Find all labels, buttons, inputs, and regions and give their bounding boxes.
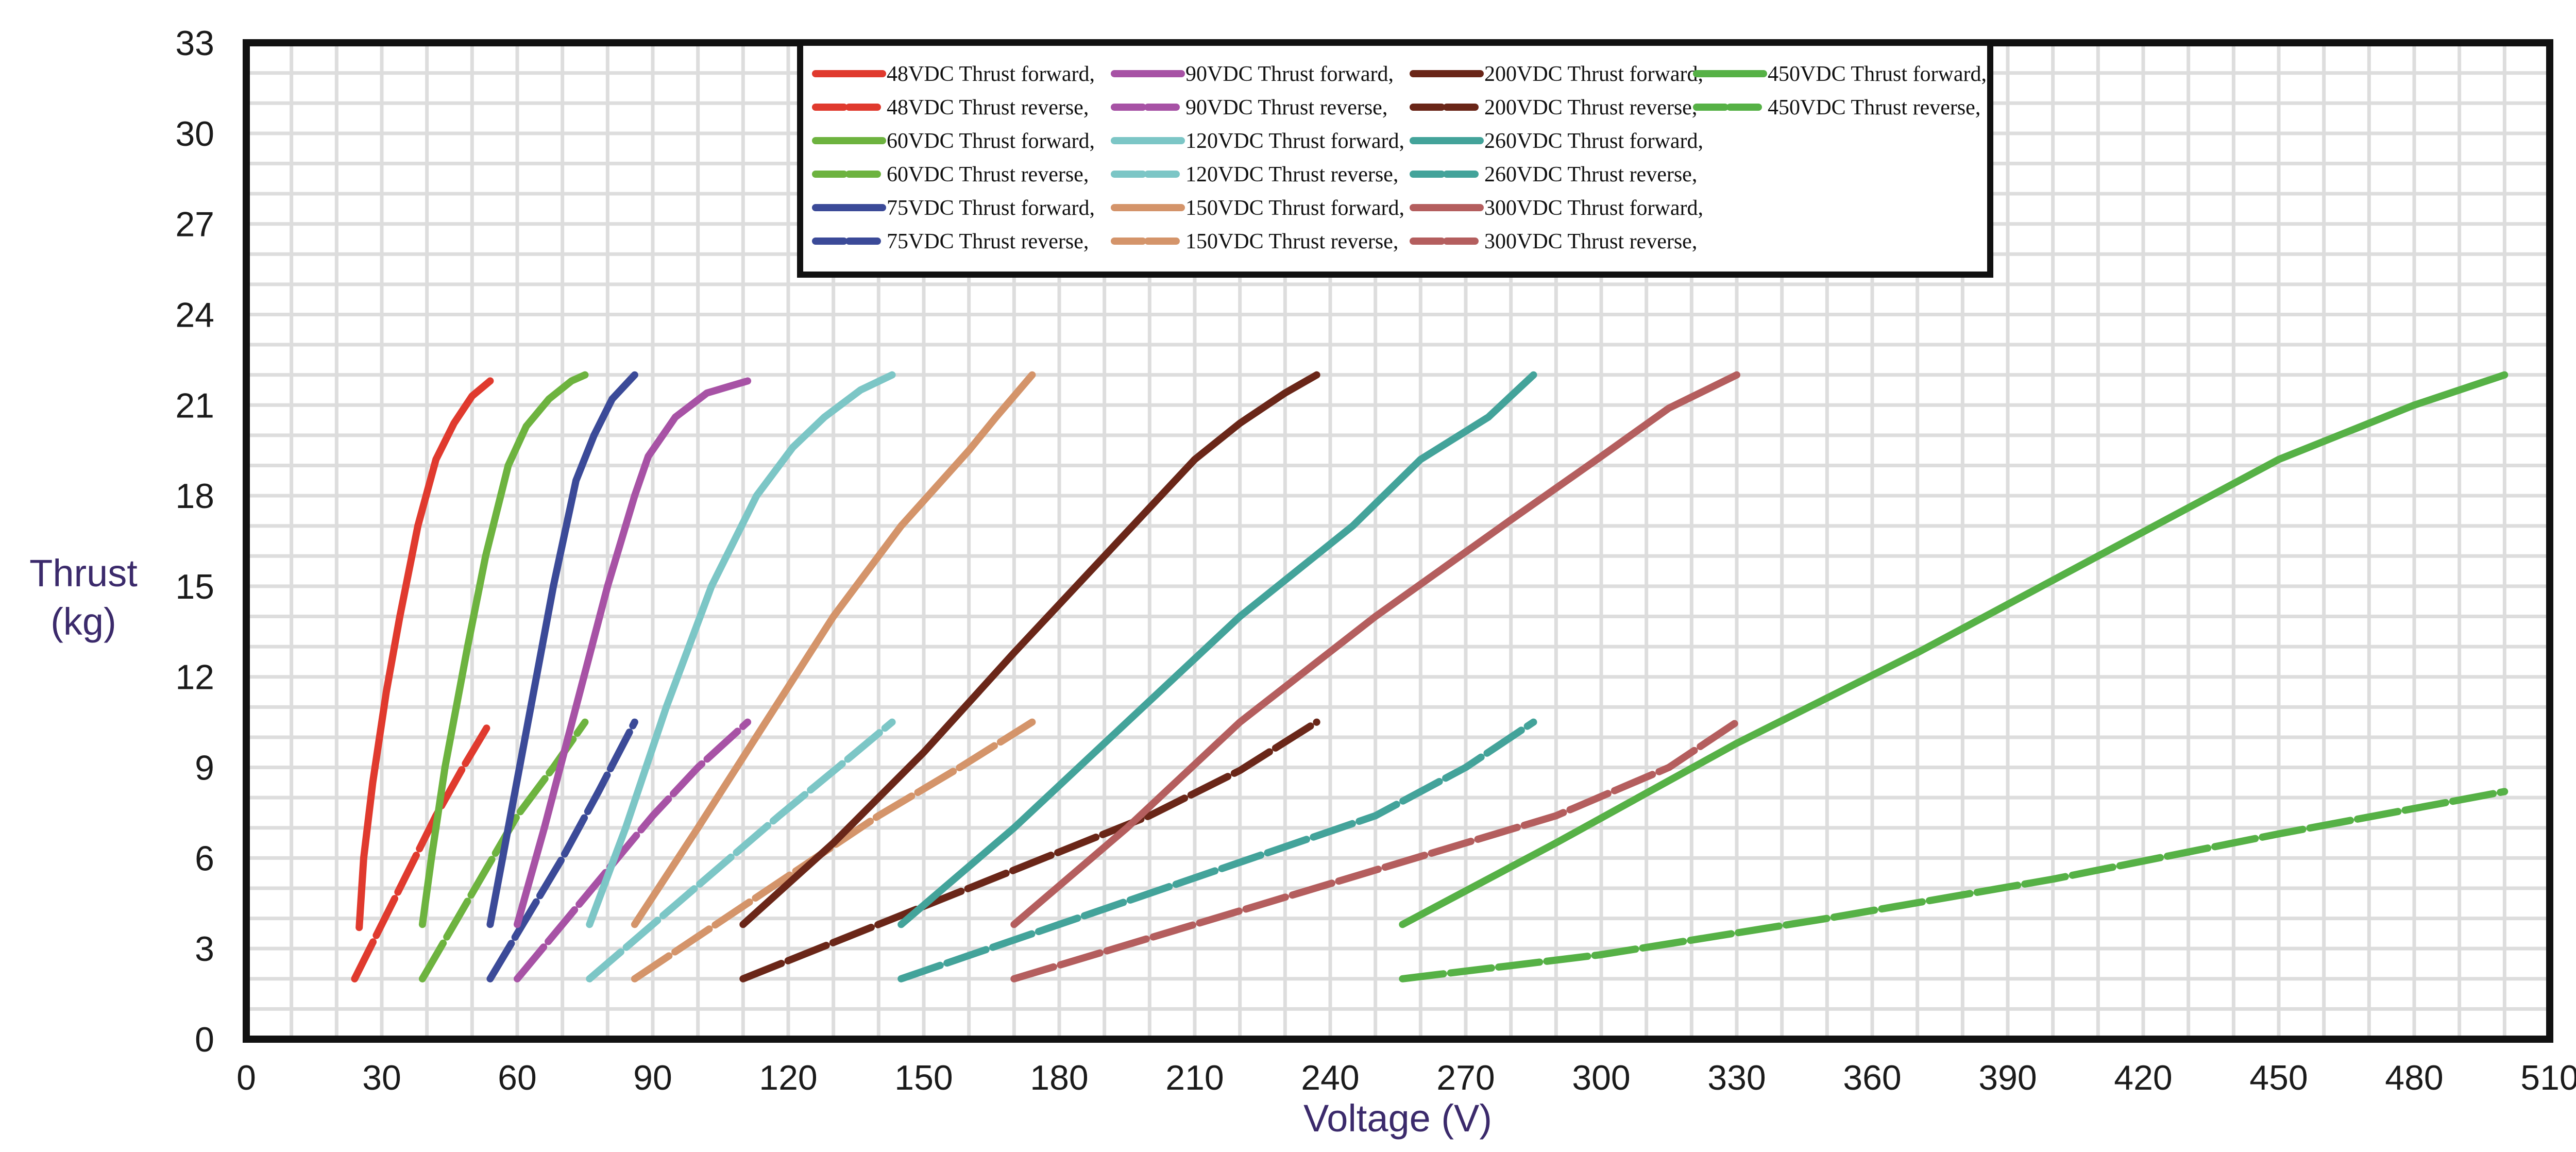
series-line bbox=[586, 718, 896, 982]
x-tick-label: 300 bbox=[1572, 1058, 1630, 1097]
y-tick-label: 3 bbox=[195, 929, 214, 969]
legend-label: 300VDC Thrust forward, bbox=[1484, 196, 1703, 220]
x-tick-label: 0 bbox=[236, 1058, 256, 1097]
series-line bbox=[514, 718, 752, 982]
y-tick-label: 9 bbox=[195, 749, 214, 788]
series-line bbox=[418, 371, 589, 928]
legend-label: 90VDC Thrust forward, bbox=[1185, 62, 1394, 86]
y-tick-label: 24 bbox=[175, 295, 214, 334]
series-line bbox=[739, 718, 1320, 982]
series-line bbox=[1010, 371, 1740, 928]
x-tick-label: 270 bbox=[1436, 1058, 1495, 1097]
y-tick-label: 15 bbox=[175, 567, 214, 606]
series-line bbox=[739, 371, 1320, 928]
legend-label: 200VDC Thrust reverse, bbox=[1484, 96, 1697, 120]
legend-label: 48VDC Thrust forward, bbox=[887, 62, 1095, 86]
legend-label: 75VDC Thrust reverse, bbox=[887, 230, 1089, 253]
legend-label: 450VDC Thrust reverse, bbox=[1768, 96, 1980, 120]
x-tick-label: 450 bbox=[2249, 1058, 2308, 1097]
legend-label: 150VDC Thrust reverse, bbox=[1185, 230, 1398, 253]
series-line bbox=[631, 371, 1036, 928]
legend-label: 200VDC Thrust forward, bbox=[1484, 62, 1703, 86]
series-lines bbox=[351, 371, 2509, 982]
legend-box bbox=[797, 40, 1993, 278]
series-line bbox=[1010, 718, 1740, 982]
series-line bbox=[586, 371, 896, 928]
legend-label: 260VDC Thrust reverse, bbox=[1484, 163, 1697, 187]
series-line bbox=[514, 377, 752, 928]
y-tick-labels: 0 3 6 9 12 15 18 21 24 27 30 33 bbox=[175, 24, 214, 1059]
y-axis-title-line-2: (kg) bbox=[50, 600, 116, 643]
y-tick-label: 30 bbox=[175, 114, 214, 154]
x-tick-label: 180 bbox=[1030, 1058, 1088, 1097]
series-line bbox=[486, 718, 638, 982]
x-tick-label: 30 bbox=[362, 1058, 401, 1097]
x-tick-label: 420 bbox=[2114, 1058, 2172, 1097]
y-tick-label: 6 bbox=[195, 839, 214, 878]
series-line bbox=[897, 371, 1537, 928]
x-tick-label: 90 bbox=[633, 1058, 672, 1097]
legend-label: 60VDC Thrust forward, bbox=[887, 129, 1095, 153]
x-axis-title: Voltage (V) bbox=[1303, 1097, 1492, 1140]
legend: 48VDC Thrust forward, 48VDC Thrust revers… bbox=[797, 40, 1993, 278]
x-tick-label: 510 bbox=[2520, 1058, 2576, 1097]
legend-label: 150VDC Thrust forward, bbox=[1185, 196, 1404, 220]
legend-label: 260VDC Thrust forward, bbox=[1484, 129, 1703, 153]
series-line bbox=[897, 718, 1537, 982]
x-tick-label: 360 bbox=[1843, 1058, 1901, 1097]
y-tick-label: 33 bbox=[175, 24, 214, 63]
x-tick-label: 480 bbox=[2385, 1058, 2443, 1097]
x-tick-label: 150 bbox=[894, 1058, 953, 1097]
legend-label: 120VDC Thrust reverse, bbox=[1185, 163, 1398, 187]
x-tick-labels: 0 30 60 90 120 150 180 210 240 270 300 330 360 390 420… bbox=[236, 1058, 2576, 1097]
x-tick-label: 210 bbox=[1165, 1058, 1224, 1097]
series-line bbox=[351, 718, 494, 982]
x-tick-label: 60 bbox=[498, 1058, 537, 1097]
y-axis-title-line-1: Thrust bbox=[29, 552, 138, 595]
y-tick-label: 21 bbox=[175, 386, 214, 425]
series-line bbox=[355, 377, 494, 931]
legend-label: 75VDC Thrust forward, bbox=[887, 196, 1095, 220]
legend-label: 450VDC Thrust forward, bbox=[1768, 62, 1987, 86]
x-tick-label: 390 bbox=[1978, 1058, 2037, 1097]
y-tick-label: 12 bbox=[175, 658, 214, 697]
legend-label: 90VDC Thrust reverse, bbox=[1185, 96, 1387, 120]
x-tick-label: 120 bbox=[759, 1058, 817, 1097]
x-tick-label: 240 bbox=[1301, 1058, 1359, 1097]
legend-label: 300VDC Thrust reverse, bbox=[1484, 230, 1697, 253]
legend-label: 48VDC Thrust reverse, bbox=[887, 96, 1089, 120]
series-line bbox=[1399, 788, 2509, 982]
y-tick-label: 0 bbox=[195, 1020, 214, 1059]
y-tick-label: 18 bbox=[175, 477, 214, 516]
legend-label: 120VDC Thrust forward, bbox=[1185, 129, 1404, 153]
x-tick-label: 330 bbox=[1707, 1058, 1766, 1097]
series-line bbox=[1399, 371, 2509, 928]
legend-label: 60VDC Thrust reverse, bbox=[887, 163, 1089, 187]
y-tick-label: 27 bbox=[175, 205, 214, 244]
series-line bbox=[486, 371, 638, 928]
